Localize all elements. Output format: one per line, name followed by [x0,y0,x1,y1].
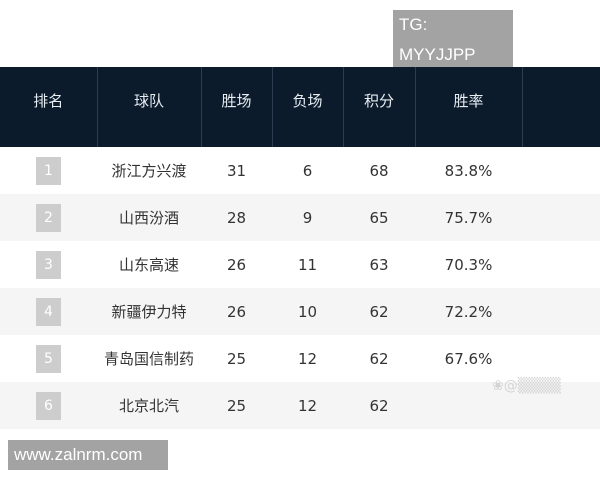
table-row: 3 山东高速 26 11 63 70.3% [0,241,600,288]
cell-rate: 70.3% [444,255,493,274]
cell-wins: 26 [201,288,272,335]
rank-badge: 3 [36,250,61,279]
cell-losses: 12 [272,382,343,429]
header-row: 排名 球队 胜场 负场 积分 胜率 [0,67,600,147]
cell-team: 山东高速 [118,256,179,274]
cell-rate: 72.2% [415,288,522,335]
rank-badge: 1 [36,156,61,185]
standings-table: 排名 球队 胜场 负场 积分 胜率 1 浙江方兴渡 31 6 68 83.8% 2 山西汾酒 2… [0,67,600,429]
cell-rank: 4 [0,288,97,335]
cell-empty [522,147,600,194]
baidu-watermark-logo: ❀@▒▒▒▒ [492,378,561,394]
header-rank: 排名 [0,67,98,147]
cell-losses: 11 [297,255,318,274]
rank-badge: 4 [36,297,61,326]
cell-empty [522,241,600,288]
rank-badge: 2 [36,203,61,232]
cell-wins: 25 [226,349,247,368]
cell-points: 68 [369,161,389,180]
cell-team: 新疆伊力特 [97,288,201,335]
cell-wins: 25 [201,382,272,429]
rank-badge: 6 [36,391,61,420]
cell-wins: 31 [226,161,247,180]
cell-team: 北京北汽 [97,382,201,429]
cell-points: 62 [369,349,389,368]
watermark-top: TG: MYYJJPP [393,10,513,70]
cell-rate: 75.7% [415,194,522,241]
cell-points: 62 [343,382,415,429]
cell-rate [415,382,522,429]
cell-losses: 12 [297,349,318,368]
cell-rank: 5 [0,335,97,382]
cell-empty [522,288,600,335]
table-row: 1 浙江方兴渡 31 6 68 83.8% [0,147,600,194]
cell-losses: 6 [302,161,313,180]
cell-points: 65 [343,194,415,241]
cell-team: 山西汾酒 [97,194,201,241]
table-row: 4 新疆伊力特 26 10 62 72.2% [0,288,600,335]
cell-points: 63 [369,255,389,274]
cell-rank: 2 [0,194,97,241]
cell-empty [522,335,600,382]
cell-rate: 67.6% [444,349,493,368]
cell-empty [522,382,600,429]
header-team: 球队 [97,67,202,147]
header-losses: 负场 [272,67,344,147]
header-empty [522,67,600,147]
cell-losses: 9 [272,194,343,241]
cell-rank: 6 [0,382,97,429]
cell-points: 62 [343,288,415,335]
table-row: 2 山西汾酒 28 9 65 75.7% [0,194,600,241]
cell-wins: 26 [226,255,247,274]
cell-team: 青岛国信制药 [103,350,194,368]
watermark-bottom: www.zalnrm.com [8,440,168,470]
header-rate: 胜率 [415,67,523,147]
table-row: 5 青岛国信制药 25 12 62 67.6% [0,335,600,382]
header-wins: 胜场 [201,67,273,147]
cell-empty [522,194,600,241]
cell-rank: 1 [0,147,97,194]
table-row: 6 北京北汽 25 12 62 [0,382,600,429]
cell-wins: 28 [201,194,272,241]
header-points: 积分 [343,67,416,147]
cell-rate: 83.8% [444,161,493,180]
cell-rank: 3 [0,241,97,288]
cell-losses: 10 [272,288,343,335]
rank-badge: 5 [36,344,61,373]
cell-team: 浙江方兴渡 [111,162,187,180]
